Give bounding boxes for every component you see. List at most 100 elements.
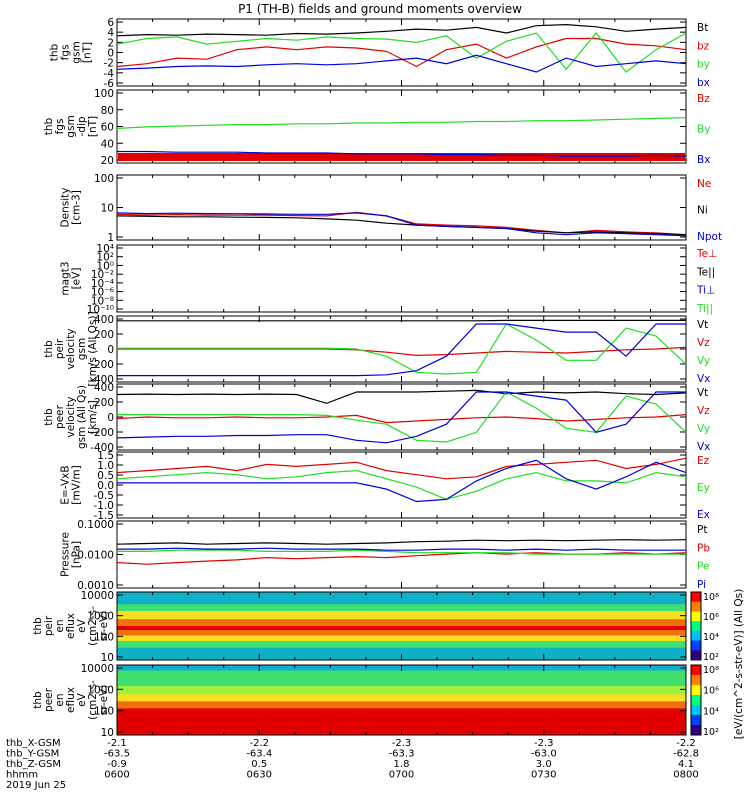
series-line-Pe [117,549,686,555]
legend-label: Ex [697,509,710,521]
x-row-value: -63.4 [246,749,272,760]
x-row-value: -2.1 [107,738,127,749]
colorbar-frame [690,591,702,661]
heatmap-band-8 [117,640,686,649]
y-tick-label: 400 [94,382,114,394]
legend-label: Te|| [696,266,715,278]
y-axis-label-line: [cm-3] [71,190,83,225]
legend-label: Npot [697,231,722,243]
y-axis-label-line: [nPa] [71,541,83,568]
y-tick-label: 0.5 [97,470,114,482]
y-tick-label: -2 [104,58,114,70]
y-tick-label: -0.5 [94,490,115,502]
colorbar-tick-label: 10⁸ [703,665,719,676]
colorbar-tick-label: 10⁸ [703,592,719,603]
colorbar-segment [691,621,701,632]
legend-label: Vy [697,355,710,367]
y-axis-label-line: sr-eV) [98,685,110,716]
y-axis-label: thbpeirenefluxeV(cm2-s-sr-eV) [32,606,110,646]
y-axis-label-line: magt3 [60,261,72,295]
y-axis-label-line: gsm [65,115,77,137]
panel-frame [116,244,687,313]
y-tick-label: 20 [101,155,114,167]
series-line-Pt [116,539,687,545]
y-axis-label-line: eV [76,692,88,706]
legend-label: Bx [697,154,710,166]
legend-label: Vx [697,441,710,453]
legend-label: Vx [697,373,710,385]
series-line-Vz [116,414,687,424]
legend-label: Vy [697,423,710,435]
y-axis-label-line: [nT] [82,42,94,63]
y-axis-label: thbpeerenefluxeV(cm2-s-sr-eV) [32,680,110,720]
x-row-label: thb_Y-GSM [6,749,59,760]
y-tick-label: 6 [107,17,114,29]
legend-label: bx [697,77,710,89]
y-axis-label-line: sr-eV) [98,611,110,642]
x-row-value: 0630 [247,770,272,781]
y-tick-label: 100 [94,706,114,718]
legend-label: Pe [697,561,709,573]
y-tick-label: 0 [107,48,114,60]
y-tick-label: 10000 [81,663,114,675]
y-tick-label: 10⁻⁸ [91,295,114,307]
y-axis-label-line: peer [43,687,55,712]
colorbar-frame [690,664,702,736]
x-row-value: -2.3 [534,738,554,749]
y-axis-label: Pressure[nPa] [60,532,83,577]
y-tick-label: 10² [96,252,114,264]
y-tick-label: 2 [107,37,114,49]
y-tick-label: 0.1000 [77,519,114,531]
y-axis-label-line: thb [43,408,55,426]
y-tick-label: 100 [94,631,114,643]
colorbar-segment [691,601,701,612]
x-row-label: hhmm [6,770,38,781]
heatmap-band-4 [117,694,686,702]
y-tick-label: -400 [90,442,114,454]
legend-label: Vt [697,387,708,399]
legend-label: Pi [697,579,706,591]
y-tick-label: 60 [101,122,114,134]
y-axis-label-line: [mV/m] [71,465,83,504]
panel-2: 100 80 60 40 20 thbfgsgsm-dip[nT] Bz By Bx [43,88,710,167]
y-tick-label: -6 [104,78,115,90]
legend-label: Ne [697,178,711,190]
y-axis-label-line: [eV] [71,268,83,290]
legend-label: Pt [697,524,707,536]
x-row-value: -62.8 [673,749,699,760]
y-axis-label-line: thb [43,117,55,135]
y-tick-label: 4 [107,27,114,39]
y-axis-label: thbfgsgsm-dip[nT] [43,115,99,137]
y-tick-label: 10⁻² [91,269,114,281]
series-line-Vy [117,391,687,443]
series-line-Npot [116,212,687,237]
y-tick-label: 10⁻⁶ [91,287,114,299]
y-tick-label: 1.5 [97,450,114,462]
y-tick-label: 10⁻⁴ [91,278,114,290]
y-tick-label: -200 [90,359,114,371]
y-tick-label: -1.5 [94,510,115,522]
series-line-Vx [117,323,686,377]
x-row-label: thb_X-GSM [6,738,61,749]
y-axis-label: thbpeervelocitygsm (All Qs)[km/s] [43,385,99,449]
series-line-Ez [116,457,687,480]
series-line-Ne [116,211,687,236]
series-line-Ex [117,459,687,503]
y-tick-label: 1 [107,232,114,244]
y-axis-label: magt3[eV] [60,261,83,295]
heatmap-band-7 [117,635,686,642]
x-row-value: 0730 [531,770,556,781]
y-axis-label: thbfgsgsm[nT] [49,41,94,63]
date-label: 2019 Jun 25 [6,780,66,791]
colorbar-segment [691,705,701,716]
colorbar-segment [691,611,701,622]
legend-label: Ey [697,482,710,494]
y-axis-label: E=-VxB[mV/m] [60,465,83,504]
heatmap-band-6 [117,630,686,637]
y-tick-label: -4 [104,68,115,80]
y-axis-label-line: eV [76,618,88,632]
y-axis-label-line: [nT] [87,116,99,137]
y-axis-label-line: gsm (All Qs) [76,385,88,449]
